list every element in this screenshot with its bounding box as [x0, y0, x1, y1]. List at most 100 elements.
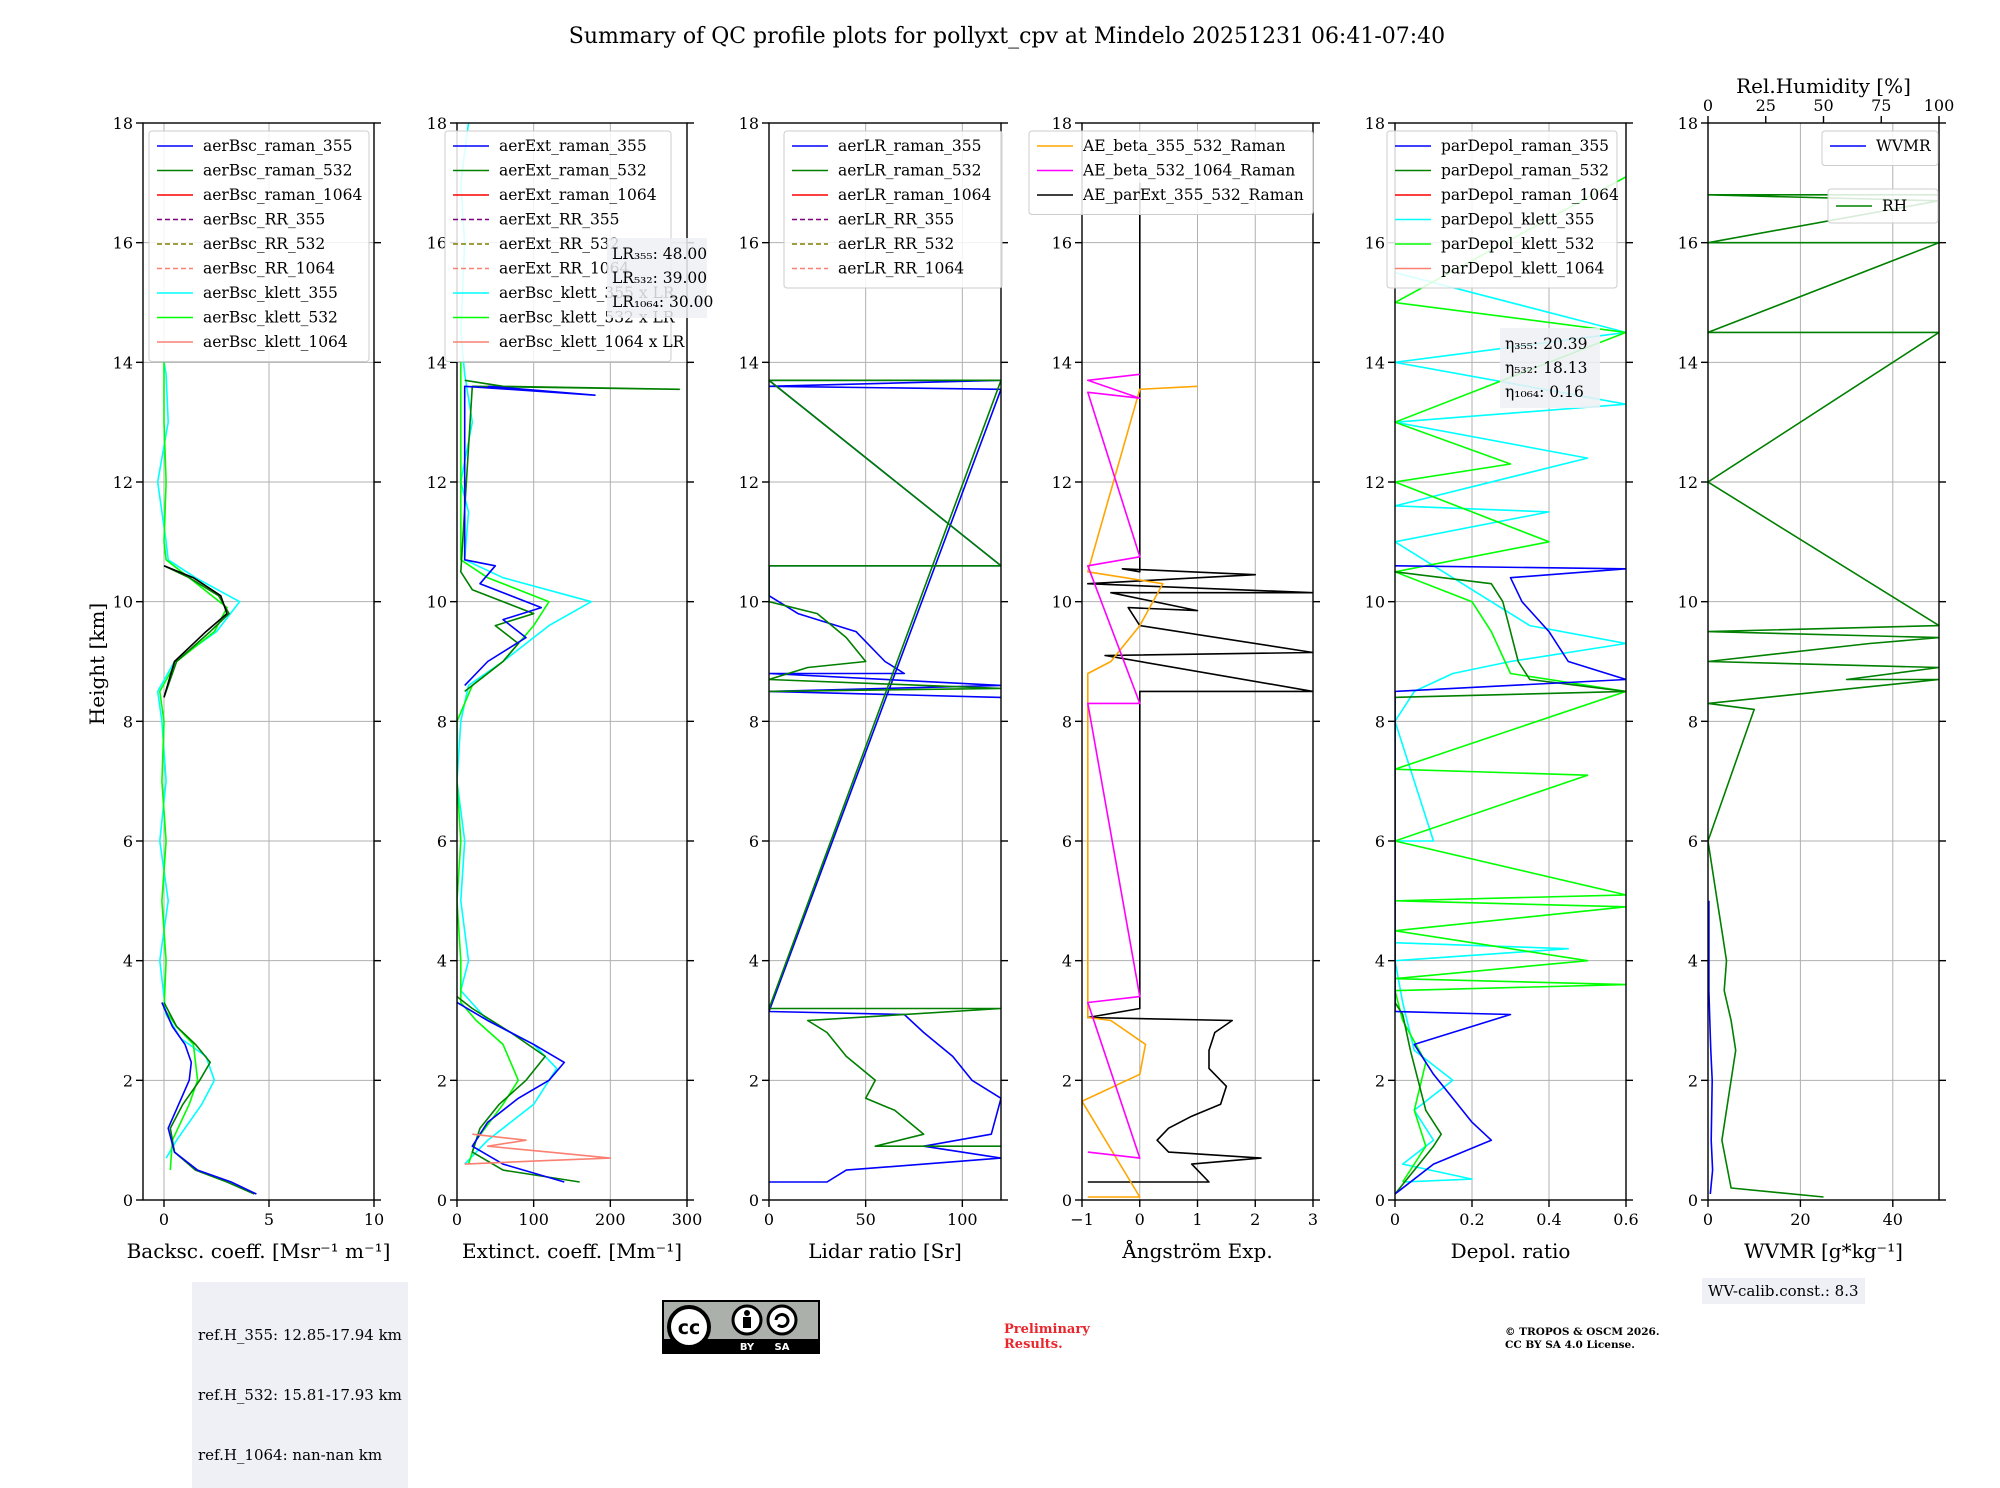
- y-tick-label: 10: [427, 593, 447, 612]
- cc-by-sa-badge: cc BY SA: [662, 1300, 820, 1354]
- copyright-line-1: © TROPOS & OSCM 2026.: [1505, 1326, 1660, 1338]
- y-tick-label: 16: [1678, 234, 1698, 253]
- y-tick-label: 14: [1052, 353, 1072, 372]
- y-tick-label: 8: [1062, 712, 1072, 731]
- cc-icon: [667, 1305, 711, 1349]
- y-tick-label: 4: [749, 952, 759, 971]
- panel-extinction: 0 2 4 6 8 10 12 14 16 18 0 100 200 300 Extinct. coeff.…: [427, 114, 714, 1263]
- y-tick-label: 8: [123, 712, 133, 731]
- plot-frame: [456, 122, 688, 1201]
- figure: Summary of QC profile plots for pollyxt_…: [85, 24, 1955, 1263]
- y-tick-label: 0: [749, 1191, 759, 1210]
- y-tick-label: 0: [123, 1191, 133, 1210]
- series-line-aerBsc_raman_532_cirrus: [163, 565, 230, 698]
- y-tick-label: 8: [1688, 712, 1698, 731]
- legend: WVMR RH: [1821, 130, 1939, 224]
- legend-entry: aerBsc_RR_532: [203, 235, 325, 253]
- series-line-AE_beta_532_1064_Raman: [1087, 373, 1141, 1159]
- annotation-bg: [607, 238, 707, 318]
- legend: aerBsc_raman_355 aerBsc_raman_532 aerBsc_r…: [148, 130, 370, 362]
- y-axis-label: Height [km]: [85, 603, 109, 725]
- ref-height-355: ref.H_355: 12.85-17.94 km: [198, 1326, 402, 1344]
- series-line-aerExt_raman_355: [457, 1001, 566, 1183]
- legend-entry: aerBsc_raman_1064: [203, 186, 363, 204]
- legend-entry: AE_beta_532_1064_Raman: [1082, 162, 1295, 180]
- plot-frame: [768, 122, 1002, 1201]
- y-tick-label: 12: [1365, 473, 1385, 492]
- y-tick-label: 14: [739, 353, 759, 372]
- y-tick-label: 0: [1688, 1191, 1698, 1210]
- legend-entry: aerExt_RR_355: [499, 211, 620, 229]
- legend-entry: aerExt_raman_355: [499, 137, 647, 155]
- x-tick-label: 50: [855, 1210, 875, 1229]
- y-tick-label: 14: [1365, 353, 1385, 372]
- x-axis-label: Backsc. coeff. [Msr⁻¹ m⁻¹]: [127, 1239, 391, 1263]
- series-line-aerExt_raman_355_cirrus: [463, 385, 596, 686]
- top-x-tick-label: 0: [1703, 96, 1713, 115]
- panel-lidar_ratio: 0 2 4 6 8 10 12 14 16 18 0 50 100 Lidar ratio [Sr] aer…: [739, 114, 1008, 1263]
- y-tick-label: 2: [1375, 1071, 1385, 1090]
- legend-entry: aerBsc_klett_1064: [203, 333, 348, 351]
- y-tick-label: 8: [749, 712, 759, 731]
- legend-entry: parDepol_raman_532: [1441, 162, 1609, 180]
- x-tick-label: 0: [1135, 1210, 1145, 1229]
- y-tick-label: 10: [1678, 593, 1698, 612]
- preliminary-line-2: Results.: [1004, 1337, 1063, 1352]
- annotation-bg: [1500, 328, 1600, 408]
- series-group: [156, 362, 257, 1195]
- legend-entry: aerBsc_RR_1064: [203, 260, 335, 278]
- preliminary-results-note: Preliminary Results.: [1004, 1322, 1090, 1352]
- y-tick-label: 10: [1052, 593, 1072, 612]
- panel-water_vapor: 0 2 4 6 8 10 12 14 16 18 0 20 40 WVMR [g*kg⁻¹] 0 25 50 75…: [1678, 74, 1955, 1263]
- x-tick-label: −1: [1070, 1210, 1094, 1229]
- y-tick-label: 12: [113, 473, 133, 492]
- x-tick-label: 0: [1703, 1210, 1713, 1229]
- annotation-line: LR₁₀₆₄: 30.00: [612, 293, 713, 311]
- plot-frame: [1707, 122, 1940, 1201]
- sa-label: SA: [775, 1342, 790, 1353]
- legend-entry: AE_beta_355_532_Raman: [1082, 137, 1285, 155]
- series-line-aerBsc_raman_355: [161, 1002, 257, 1195]
- legend-entry: aerExt_RR_532: [499, 235, 620, 253]
- y-tick-label: 6: [749, 832, 759, 851]
- x-tick-label: 100: [518, 1210, 549, 1229]
- series-line-aerBsc_raman_532: [163, 1002, 255, 1195]
- y-tick-label: 12: [739, 473, 759, 492]
- legend-entry: parDepol_klett_1064: [1441, 260, 1604, 278]
- x-tick-label: 0.6: [1613, 1210, 1638, 1229]
- series-line-parDepol_klett_532: [1395, 176, 1626, 1183]
- top-x-tick-label: 100: [1924, 96, 1955, 115]
- legend-box: [783, 130, 1003, 289]
- y-tick-label: 18: [427, 114, 447, 133]
- x-axis-label: Lidar ratio [Sr]: [808, 1239, 962, 1263]
- y-tick-label: 10: [1365, 593, 1385, 612]
- y-tick-label: 12: [427, 473, 447, 492]
- series-line-aerLR_raman_532: [769, 379, 1001, 1147]
- legend: parDepol_raman_355 parDepol_raman_532 parD…: [1386, 130, 1619, 289]
- y-tick-label: 2: [749, 1071, 759, 1090]
- y-tick-label: 16: [739, 234, 759, 253]
- y-tick-label: 18: [1678, 114, 1698, 133]
- x-tick-label: 2: [1250, 1210, 1260, 1229]
- legend-entry: aerBsc_raman_532: [203, 162, 353, 180]
- annotation-line: η₃₅₅: 20.39: [1505, 335, 1587, 353]
- sa-icon: [766, 1304, 798, 1336]
- legend-box: [148, 130, 370, 362]
- panel-backscatter: 0 2 4 6 8 10 12 14 16 18 0 5 10 Backsc. coeff. [Msr⁻¹…: [113, 114, 391, 1263]
- plot-frame: [1394, 122, 1627, 1201]
- y-tick-label: 14: [113, 353, 133, 372]
- legend-entry: aerLR_raman_355: [838, 137, 981, 155]
- y-tick-label: 6: [1375, 832, 1385, 851]
- legend-entry: parDepol_raman_355: [1441, 137, 1609, 155]
- y-tick-label: 16: [1365, 234, 1385, 253]
- y-tick-label: 10: [739, 593, 759, 612]
- y-tick-label: 6: [1688, 832, 1698, 851]
- legend-entry: aerBsc_klett_532: [203, 309, 338, 327]
- series-group: [1082, 182, 1313, 1198]
- legend-entry: aerExt_RR_1064: [499, 260, 630, 278]
- series-line-aerExt_raman_532: [457, 995, 580, 1183]
- top-axis-label: Rel.Humidity [%]: [1736, 74, 1911, 98]
- x-tick-label: 0: [764, 1210, 774, 1229]
- x-tick-label: 200: [595, 1210, 626, 1229]
- top-x-tick-label: 50: [1813, 96, 1833, 115]
